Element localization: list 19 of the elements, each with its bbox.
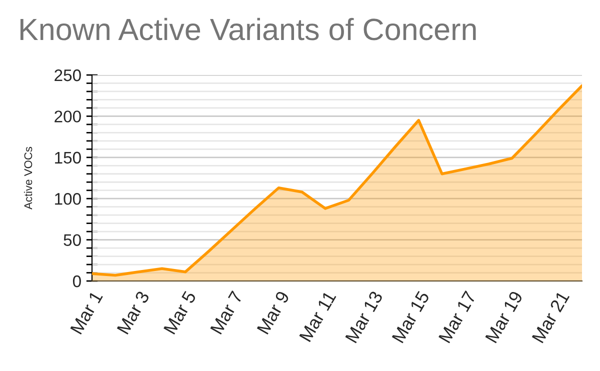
y-tick-label: 50 <box>64 234 81 246</box>
y-tick-label: 100 <box>55 193 81 205</box>
x-tick-label: Mar 11 <box>299 290 336 342</box>
y-axis-title: Active VOCs <box>24 146 32 210</box>
x-tick-label: Mar 9 <box>256 290 290 335</box>
y-tick-label: 0 <box>72 275 81 288</box>
y-tick-label: 150 <box>55 152 81 164</box>
x-tick-label: Mar 15 <box>392 290 430 344</box>
x-tick-label: Mar 13 <box>345 290 384 344</box>
x-tick-label: Mar 7 <box>210 290 244 335</box>
x-tick-label: Mar 17 <box>438 290 476 344</box>
y-tick-label: 250 <box>54 69 81 82</box>
chart-title: Known Active Variants of Concern <box>20 18 476 40</box>
x-tick-label: Mar 5 <box>164 290 196 335</box>
x-tick-label: Mar 1 <box>70 290 104 335</box>
x-tick-label: Mar 3 <box>116 290 150 335</box>
x-tick-label: Mar 21 <box>532 290 570 344</box>
x-tick-label: Mar 19 <box>485 290 524 344</box>
y-tick-label: 200 <box>54 110 81 122</box>
